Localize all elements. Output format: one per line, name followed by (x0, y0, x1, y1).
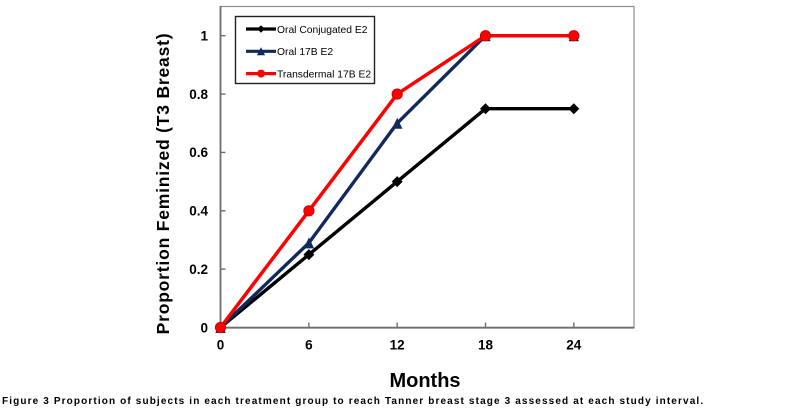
svg-text:0: 0 (200, 320, 208, 335)
svg-text:0.4: 0.4 (189, 204, 208, 219)
svg-text:Figure 3 Proportion of subject: Figure 3 Proportion of subjects in each … (2, 396, 704, 407)
svg-text:24: 24 (566, 338, 582, 353)
svg-text:1: 1 (200, 29, 208, 44)
svg-text:Oral 17B E2: Oral 17B E2 (277, 47, 333, 58)
svg-text:0.2: 0.2 (189, 262, 208, 277)
svg-text:6: 6 (305, 338, 313, 353)
svg-text:0.8: 0.8 (189, 87, 208, 102)
svg-text:18: 18 (478, 338, 494, 353)
svg-text:0.6: 0.6 (189, 145, 208, 160)
svg-text:Months: Months (389, 370, 460, 392)
svg-text:12: 12 (390, 338, 405, 353)
svg-text:0: 0 (217, 338, 225, 353)
svg-text:Oral Conjugated E2: Oral Conjugated E2 (277, 25, 368, 36)
svg-text:Proportion Feminized (T3 Breas: Proportion Feminized (T3 Breast) (153, 33, 173, 335)
svg-text:Transdermal 17B E2: Transdermal 17B E2 (277, 69, 371, 80)
